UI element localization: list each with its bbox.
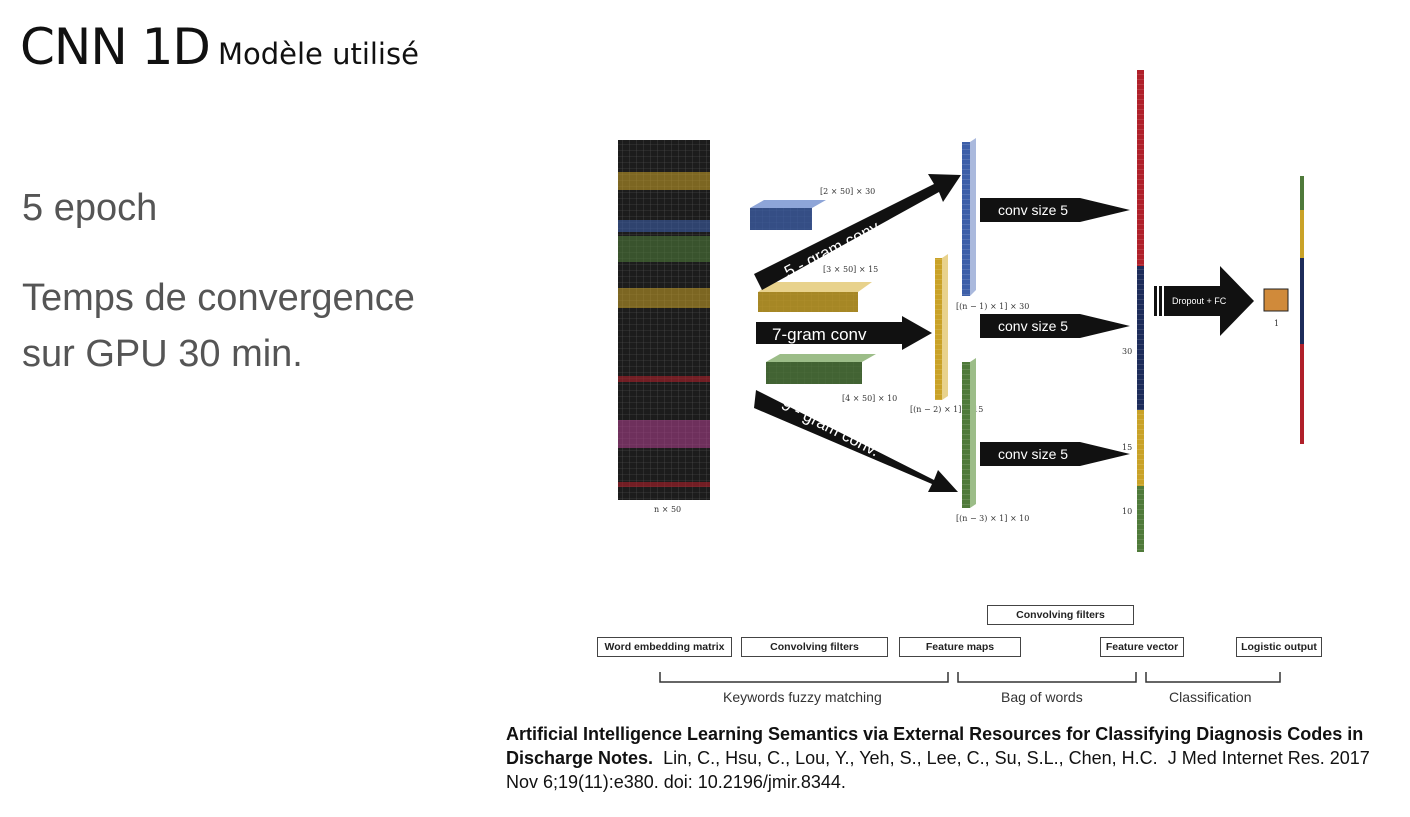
filter-label-3: [4 × 50] × 10	[842, 394, 897, 403]
vector-number-15: 15	[1122, 443, 1132, 452]
arrow-7gram-label: 7-gram conv	[772, 325, 867, 344]
feature-map-blue	[962, 138, 976, 296]
group-classification-label: Classification	[1169, 689, 1252, 705]
slide-title: CNN 1D Modèle utilisé	[20, 18, 419, 76]
bullet-convergence-line2: sur GPU 30 min.	[22, 333, 303, 375]
logistic-output-cell	[1263, 288, 1289, 312]
output-size-label: 1	[1274, 319, 1279, 328]
bullet-convergence: Temps de convergence sur GPU 30 min.	[22, 270, 482, 382]
group-brackets	[659, 672, 1281, 683]
legend-convolving-filters-top: Convolving filters	[987, 605, 1134, 625]
vector-number-30: 30	[1122, 347, 1132, 356]
dropout-fc-arrow: Dropout + FC	[1154, 266, 1254, 336]
bullet-convergence-line1: Temps de convergence	[22, 277, 415, 319]
title-sub: Modèle utilisé	[217, 37, 419, 71]
legend-convolving-filters: Convolving filters	[741, 637, 888, 657]
feature-vector	[1137, 70, 1144, 552]
matrix-size-label: n × 50	[654, 505, 681, 514]
group-bag-label: Bag of words	[1001, 689, 1083, 705]
conv-arrow-3-label: conv size 5	[998, 446, 1068, 462]
filter-blue	[750, 200, 826, 230]
conv-arrow-2-label: conv size 5	[998, 318, 1068, 334]
embedding-matrix	[618, 140, 710, 500]
vector-number-10: 10	[1122, 507, 1132, 516]
conv-arrow-1-label: conv size 5	[998, 202, 1068, 218]
bullet-epoch: 5 epoch	[22, 187, 158, 229]
arrow-9gram-label: 9 - gram conv.	[778, 395, 882, 461]
final-vector	[1300, 176, 1304, 444]
arrow-7gram: 7-gram conv	[756, 316, 932, 350]
conv-arrow-1: conv size 5	[980, 198, 1130, 222]
conv-arrow-2: conv size 5	[980, 314, 1130, 338]
cnn-architecture-diagram: n × 50 [2 × 50] × 30 [3 × 50] × 15 [4 × …	[618, 70, 1304, 552]
legend-feature-maps: Feature maps	[899, 637, 1021, 657]
filter-green	[766, 354, 876, 384]
legend-feature-vector: Feature vector	[1100, 637, 1184, 657]
citation-authors: Lin, C., Hsu, C., Lou, Y., Yeh, S., Lee,…	[663, 748, 1158, 768]
filter-label-2: [3 × 50] × 15	[823, 265, 878, 274]
feature-map-label-2: [(n − 2) × 1] × 15	[910, 405, 983, 414]
feature-map-label-3: [(n − 3) × 1] × 10	[956, 514, 1029, 523]
filter-gold	[758, 282, 872, 312]
legend-word-embedding: Word embedding matrix	[597, 637, 732, 657]
group-keywords-label: Keywords fuzzy matching	[723, 689, 882, 705]
legend-logistic-output: Logistic output	[1236, 637, 1322, 657]
dropout-fc-label: Dropout + FC	[1172, 296, 1227, 306]
feature-map-green	[962, 358, 976, 508]
feature-map-gold	[935, 254, 948, 400]
title-main: CNN 1D	[20, 18, 211, 76]
citation: Artificial Intelligence Learning Semanti…	[506, 722, 1386, 794]
citation-journal: J Med Internet Res. 2017 Nov 6;19(11):e3…	[506, 748, 1370, 792]
feature-map-label-1: [(n − 1) × 1] × 30	[956, 302, 1029, 311]
citation-title: Artificial Intelligence Learning Semanti…	[506, 724, 1364, 768]
conv-arrow-3: conv size 5	[980, 442, 1130, 466]
filter-label-1: [2 × 50] × 30	[820, 187, 875, 196]
